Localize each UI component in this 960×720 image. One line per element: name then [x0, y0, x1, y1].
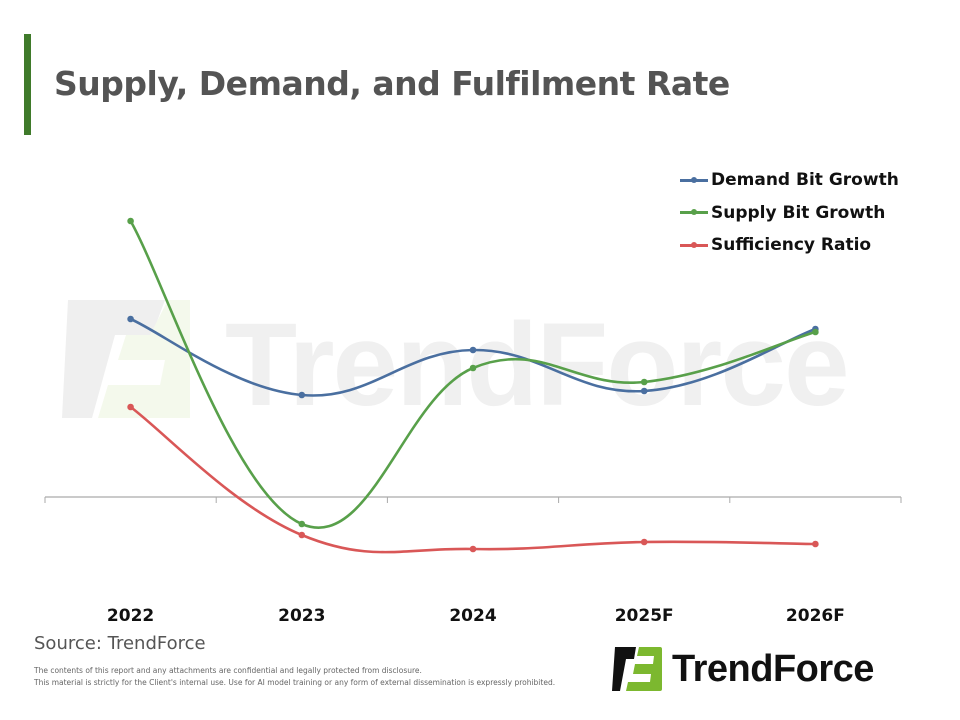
watermark-text: TrendForce — [225, 299, 848, 431]
legend-label: Supply Bit Growth — [711, 202, 886, 223]
x-tick-label: 2022 — [107, 606, 154, 626]
series-line-supply — [129, 219, 817, 529]
page-title: Supply, Demand, and Fulfilment Rate — [54, 64, 730, 103]
x-tick-label: 2025F — [615, 606, 674, 626]
data-point-sufficiency — [127, 403, 134, 411]
legend-label: Demand Bit Growth — [711, 170, 899, 191]
legend-label: Sufficiency Ratio — [711, 235, 872, 256]
series-sufficiency — [127, 403, 819, 554]
legend-item-sufficiency: Sufficiency Ratio — [680, 229, 899, 262]
data-point-supply — [127, 217, 134, 225]
legend-swatch-demand — [680, 176, 708, 183]
data-point-supply — [812, 328, 819, 336]
data-point-sufficiency — [298, 531, 306, 539]
data-point-sufficiency — [469, 545, 477, 553]
source-note: Source: TrendForce — [34, 633, 206, 654]
disclaimer-line: The contents of this report and any atta… — [34, 666, 422, 675]
x-tick-label: 2024 — [449, 606, 496, 626]
data-point-sufficiency — [640, 538, 648, 546]
data-point-demand — [640, 387, 648, 395]
data-point-demand — [298, 391, 306, 399]
trendforce-logo-icon — [612, 647, 662, 691]
data-point-supply — [469, 364, 477, 372]
x-tick-label: 2026F — [786, 606, 845, 626]
disclaimer: The contents of this report and any atta… — [34, 665, 555, 689]
data-point-demand — [469, 346, 477, 354]
x-tick-label: 2023 — [278, 606, 325, 626]
data-point-supply — [298, 520, 306, 528]
legend-item-supply: Supply Bit Growth — [680, 197, 899, 230]
watermark: TrendForce — [62, 299, 850, 431]
watermark-logo-dark — [62, 300, 165, 418]
data-point-sufficiency — [812, 540, 819, 548]
logo-text: TrendForce — [672, 648, 874, 690]
watermark-logo-green — [98, 300, 190, 418]
trendforce-logo: TrendForce — [612, 646, 874, 692]
series-supply — [127, 217, 819, 529]
legend-swatch-sufficiency — [680, 241, 708, 248]
legend-item-demand: Demand Bit Growth — [680, 164, 899, 197]
legend-swatch-supply — [680, 209, 708, 216]
data-point-supply — [640, 378, 648, 386]
title-accent-bar — [24, 34, 31, 135]
disclaimer-line: This material is strictly for the Client… — [34, 678, 556, 687]
data-point-demand — [127, 315, 134, 323]
chart-legend: Demand Bit Growth Supply Bit Growth Suff… — [680, 164, 899, 262]
